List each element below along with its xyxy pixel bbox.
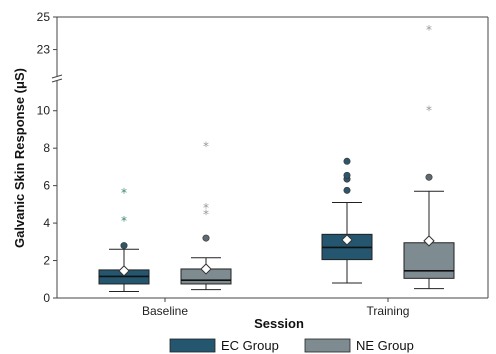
outlier-star: * bbox=[203, 139, 209, 153]
y-tick-label: 2 bbox=[43, 254, 50, 268]
box-ec-group-baseline: ** bbox=[98, 186, 150, 292]
outlier-star: * bbox=[426, 23, 432, 37]
x-tick-label: Baseline bbox=[142, 304, 188, 318]
outlier-circle bbox=[120, 242, 128, 250]
y-tick-label: 0 bbox=[43, 291, 50, 305]
mean-marker bbox=[341, 234, 353, 246]
legend-swatch-ec bbox=[169, 338, 216, 353]
x-axis-title: Session bbox=[254, 316, 304, 331]
plot-frame bbox=[51, 16, 489, 299]
y-tick-label: 25 bbox=[37, 10, 51, 24]
outlier-circle bbox=[202, 234, 210, 242]
outlier-star: * bbox=[426, 104, 432, 118]
outlier-star: * bbox=[203, 201, 209, 215]
axis-break-gap bbox=[51, 77, 63, 81]
box-ne-group-training: ** bbox=[403, 23, 455, 290]
axis-break-mark-upper bbox=[51, 74, 63, 79]
y-tick-label: 23 bbox=[37, 43, 51, 57]
y-tick-label: 4 bbox=[43, 216, 50, 230]
axis-break-mark-lower bbox=[51, 78, 63, 83]
legend-label-ne: NE Group bbox=[356, 338, 414, 353]
box-ne-group-baseline: *** bbox=[180, 139, 232, 291]
mean-marker bbox=[200, 263, 212, 275]
outlier-circle bbox=[343, 171, 351, 179]
legend-swatch-ne bbox=[304, 338, 351, 353]
x-axis-ticks: Baseline Training bbox=[142, 298, 409, 318]
y-axis-ticks: 0 2 4 6 8 10 23 25 bbox=[37, 10, 57, 305]
outlier-star: * bbox=[203, 208, 209, 222]
mean-marker bbox=[423, 235, 435, 247]
outlier-circle bbox=[425, 173, 433, 181]
y-tick-label: 10 bbox=[37, 104, 51, 118]
outlier-circle bbox=[343, 157, 351, 165]
legend: EC Group NE Group bbox=[169, 338, 414, 353]
y-tick-label: 6 bbox=[43, 179, 50, 193]
y-axis-title: Galvanic Skin Response (μS) bbox=[12, 68, 27, 248]
legend-label-ec: EC Group bbox=[221, 338, 279, 353]
outlier-star: * bbox=[121, 186, 127, 200]
box-plot-marks: ******* bbox=[98, 23, 455, 292]
x-tick-label: Training bbox=[367, 304, 410, 318]
iqr-box bbox=[403, 242, 455, 279]
mean-marker bbox=[118, 265, 130, 277]
outlier-star: * bbox=[121, 214, 127, 228]
outlier-circle bbox=[343, 186, 351, 194]
box-ec-group-training bbox=[321, 157, 373, 284]
y-tick-label: 8 bbox=[43, 141, 50, 155]
